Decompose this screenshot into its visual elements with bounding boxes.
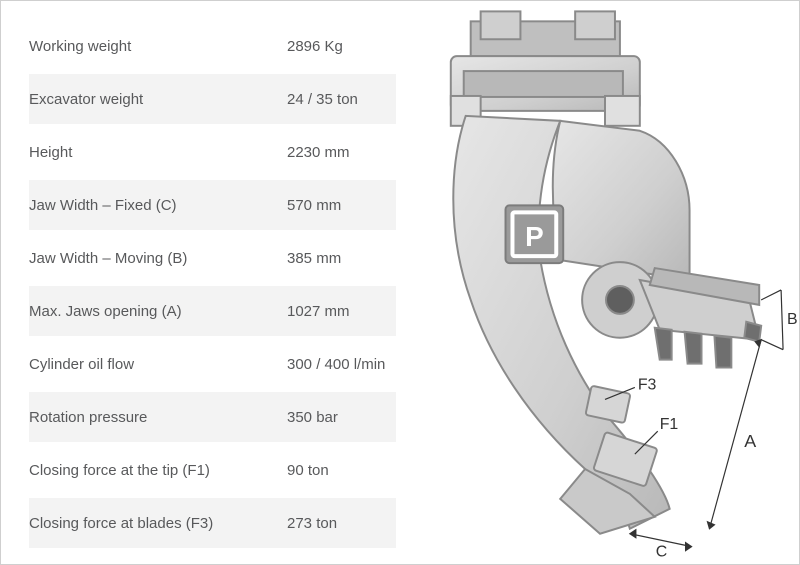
- spec-value: 2230 mm: [287, 144, 350, 161]
- spec-value: 273 ton: [287, 515, 337, 532]
- table-row: Excavator weight 24 / 35 ton: [29, 74, 396, 124]
- spec-value: 24 / 35 ton: [287, 91, 358, 108]
- spec-label: Working weight: [29, 38, 287, 55]
- spec-value: 570 mm: [287, 197, 341, 214]
- spec-value: 385 mm: [287, 250, 341, 267]
- dimension-label-b: B: [787, 311, 798, 328]
- spec-label: Rotation pressure: [29, 409, 287, 426]
- spec-label: Jaw Width – Fixed (C): [29, 197, 287, 214]
- force-label-f1: F1: [660, 416, 679, 433]
- dimension-label-c: C: [656, 544, 667, 561]
- table-row: Max. Jaws opening (A) 1027 mm: [29, 286, 396, 336]
- table-row: Cylinder oil flow 300 / 400 l/min: [29, 339, 396, 389]
- spec-value: 300 / 400 l/min: [287, 356, 385, 373]
- logo-letter: P: [525, 221, 544, 252]
- spec-value: 1027 mm: [287, 303, 350, 320]
- force-label-f3: F3: [638, 376, 657, 393]
- spec-label: Jaw Width – Moving (B): [29, 250, 287, 267]
- table-row: Jaw Width – Fixed (C) 570 mm: [29, 180, 396, 230]
- table-row: Height 2230 mm: [29, 127, 396, 177]
- table-row: Closing force at blades (F3) 273 ton: [29, 498, 396, 548]
- spec-label: Height: [29, 144, 287, 161]
- pulverizer-illustration-icon: P B: [411, 1, 799, 564]
- product-diagram: P B: [411, 1, 799, 564]
- spec-value: 90 ton: [287, 462, 329, 479]
- spec-sheet-container: Working weight 2896 Kg Excavator weight …: [1, 1, 799, 564]
- table-row: Working weight 2896 Kg: [29, 21, 396, 71]
- spec-label: Max. Jaws opening (A): [29, 303, 287, 320]
- table-row: Jaw Width – Moving (B) 385 mm: [29, 233, 396, 283]
- table-row: Rotation pressure 350 bar: [29, 392, 396, 442]
- spec-value: 2896 Kg: [287, 38, 343, 55]
- spec-label: Closing force at the tip (F1): [29, 462, 287, 479]
- specs-table: Working weight 2896 Kg Excavator weight …: [1, 1, 411, 564]
- dimension-label-a: A: [744, 431, 756, 451]
- spec-label: Cylinder oil flow: [29, 356, 287, 373]
- table-row: Closing force at the tip (F1) 90 ton: [29, 445, 396, 495]
- spec-label: Closing force at blades (F3): [29, 515, 287, 532]
- spec-label: Excavator weight: [29, 91, 287, 108]
- spec-value: 350 bar: [287, 409, 338, 426]
